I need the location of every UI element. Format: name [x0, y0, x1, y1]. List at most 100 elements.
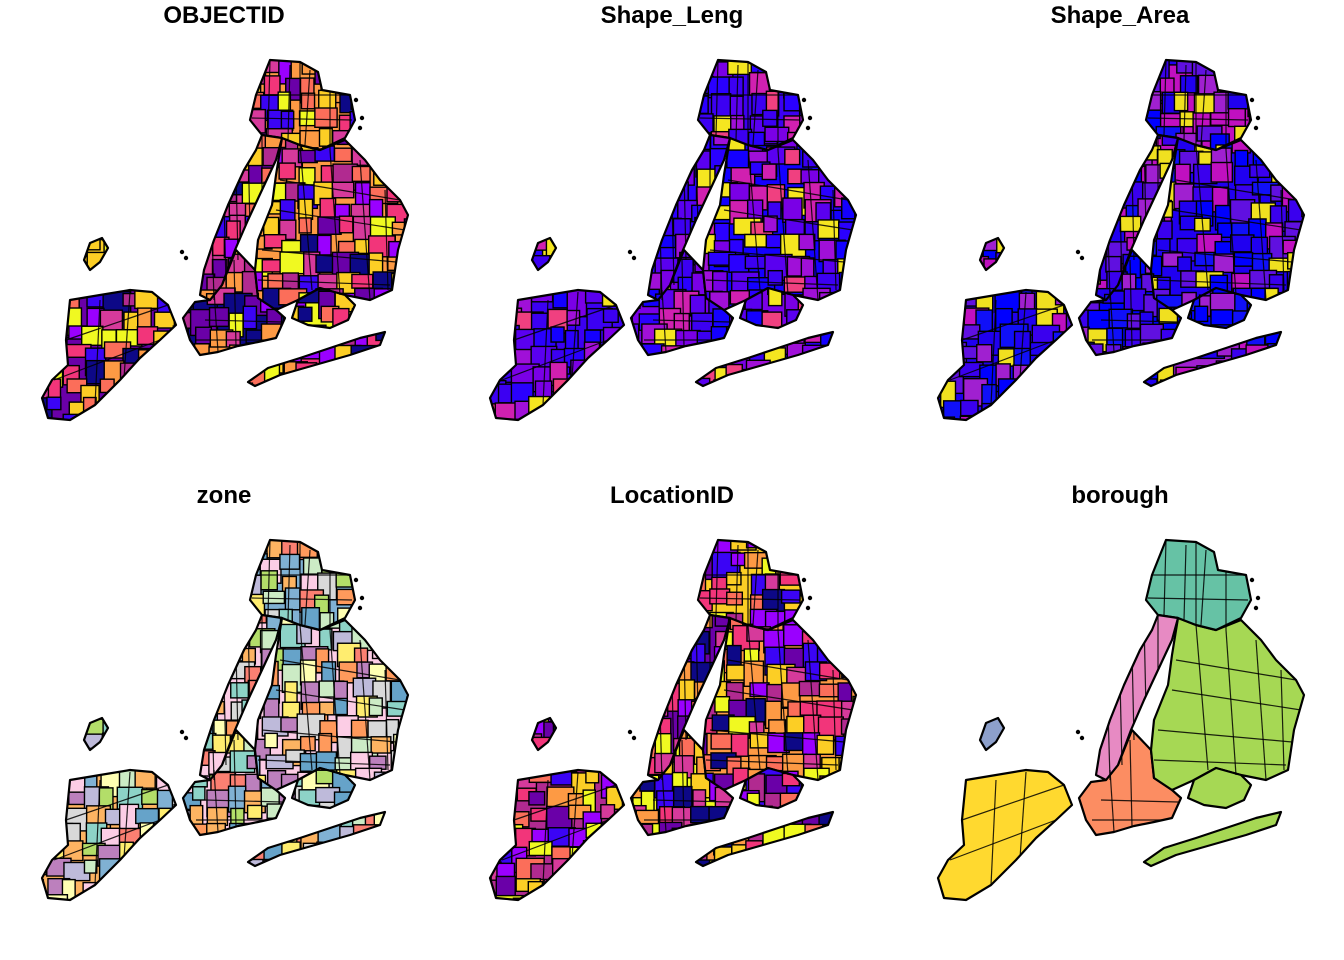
zone-cell [117, 113, 141, 127]
zone-cell [407, 218, 426, 241]
zone-cell [229, 365, 245, 389]
zone-cell [374, 360, 388, 375]
zone-cell [47, 218, 72, 245]
zone-cell [154, 150, 176, 163]
zone-cell [536, 152, 555, 176]
zone-cell [495, 241, 521, 265]
zone-cell [405, 224, 430, 251]
zone-cell [405, 77, 422, 97]
zone-cell [568, 92, 591, 105]
zone-cell [29, 345, 54, 369]
zone-cell [80, 109, 94, 130]
zone-cell [621, 164, 647, 185]
zone-cell [387, 132, 414, 151]
zone-cell [153, 112, 175, 132]
zone-cell [677, 112, 692, 138]
zone-cell [31, 200, 59, 213]
zone-cell [32, 242, 54, 259]
zone-cell [101, 203, 113, 218]
zone-cell [583, 110, 609, 134]
zone-cell [301, 386, 324, 412]
zone-cell [246, 420, 269, 447]
zone-cell [751, 44, 764, 62]
zone-cell [744, 422, 766, 447]
zone-cell [246, 403, 259, 430]
zone-cell [45, 96, 62, 111]
zone-cell [388, 128, 410, 155]
zone-cell [138, 57, 150, 83]
zone-cell [478, 242, 495, 260]
zone-cell [65, 133, 92, 159]
zone-cell [50, 166, 68, 180]
zone-cell [66, 420, 91, 447]
zone-cell [52, 144, 66, 162]
zone-cell [390, 40, 410, 63]
zone-cell [335, 37, 362, 58]
zone-cell [405, 116, 429, 140]
zone-cell [101, 80, 127, 104]
zone-cell [208, 435, 225, 455]
zone-cell [393, 91, 417, 105]
zone-cell [138, 403, 163, 421]
zone-cell [475, 205, 492, 232]
zone-cell [46, 275, 62, 289]
zone-cell [27, 79, 40, 105]
zone-cell [286, 403, 313, 422]
zone-cell [176, 379, 195, 392]
zone-cell [178, 403, 194, 421]
zone-cell [195, 115, 211, 131]
zone-cell [369, 350, 391, 371]
zone-cell [370, 400, 389, 413]
zone-cell [50, 253, 65, 274]
zone-cell [351, 439, 372, 460]
zone-cell [819, 114, 832, 140]
zone-cell [300, 328, 315, 345]
zone-cell [159, 258, 173, 273]
zone-cell [80, 416, 104, 436]
zone-cell [27, 76, 39, 98]
zone-cell [352, 56, 377, 83]
zone-cell [407, 241, 429, 267]
zone-cell [135, 149, 147, 176]
zone-cell [119, 399, 147, 419]
zone-cell [156, 437, 169, 455]
zone-cell [153, 435, 168, 448]
zone-cell [33, 363, 50, 387]
zone-cell [47, 165, 63, 193]
zone-cell [84, 130, 108, 144]
zone-cell [231, 350, 258, 378]
zone-cell [134, 437, 152, 454]
zone-cell [101, 91, 114, 110]
zone-cell [157, 92, 171, 110]
zone-cell [586, 260, 602, 280]
zone-cell [120, 397, 139, 410]
zone-cell [320, 37, 346, 54]
zone-cell [354, 379, 378, 397]
zone-cell [49, 187, 76, 210]
zone-cell [140, 182, 162, 204]
zone-cell [63, 113, 87, 134]
zone-cell [370, 110, 387, 122]
zone-cell [156, 238, 178, 259]
zone-cell [356, 310, 372, 322]
zone-cell [159, 149, 184, 176]
zone-cell [26, 112, 52, 139]
zone-cell [263, 435, 276, 447]
zone-cell [191, 414, 205, 431]
zone-cell [177, 112, 194, 129]
zone-cell [139, 96, 156, 117]
zone-cell [211, 95, 223, 110]
zone-cell [69, 259, 83, 275]
zone-cell [28, 56, 47, 82]
zone-cell [49, 59, 68, 75]
zone-cell [172, 273, 190, 300]
zone-cell [123, 57, 137, 79]
zone-cell [171, 201, 188, 214]
zone-cell [225, 130, 252, 155]
zone-cell [392, 437, 415, 456]
zone-cell [49, 237, 63, 263]
zone-cell [212, 379, 238, 399]
zone-cell [390, 126, 403, 142]
zone-cell [391, 330, 417, 343]
zone-cell [65, 59, 79, 85]
